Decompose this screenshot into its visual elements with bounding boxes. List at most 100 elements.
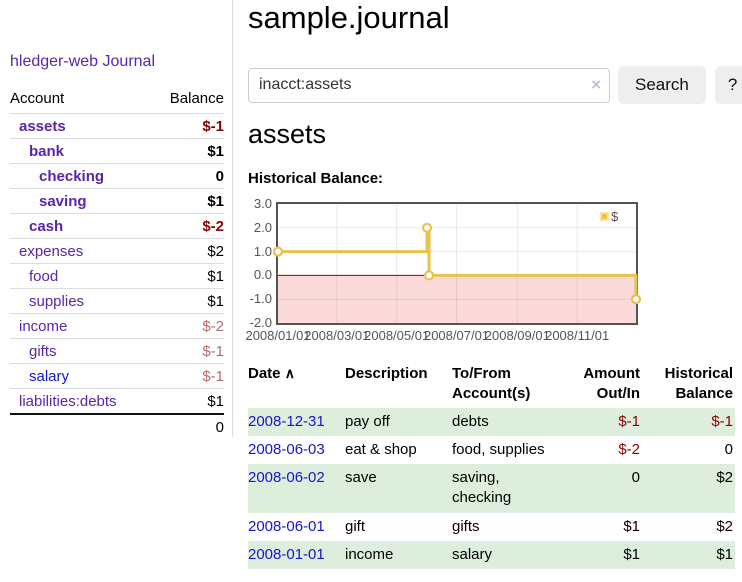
- main-content: sample.journal × Search ? assets Histori…: [245, 0, 742, 582]
- transaction-accounts: food, supplies: [452, 440, 545, 458]
- page-title: sample.journal: [248, 0, 450, 35]
- register-row: 2008-12-31 pay off debts $-1 $-1: [248, 407, 735, 436]
- account-link-checking[interactable]: checking: [39, 168, 105, 185]
- account-row: expenses $2: [10, 238, 224, 263]
- transaction-amount: 0: [631, 469, 640, 486]
- y-tick-label: 3.0: [253, 196, 272, 211]
- transaction-description: eat & shop: [345, 440, 417, 458]
- y-tick-label: -2.0: [249, 315, 272, 330]
- x-tick-label: 2008/01/01: [245, 328, 311, 343]
- help-button[interactable]: ?: [714, 66, 742, 104]
- account-balance: $-2: [202, 218, 224, 235]
- x-tick-label: 2008/05/01: [364, 328, 430, 343]
- account-link-supplies[interactable]: supplies: [29, 293, 85, 310]
- account-row: gifts $-1: [10, 338, 224, 363]
- account-row: liabilities:debts $1: [10, 388, 224, 413]
- balance-chart: 3.0 2.0 1.0 0.0 -1.0 -2.0 2008/01/01 2008/03/0…: [245, 196, 735, 354]
- transaction-description: income: [345, 545, 394, 563]
- y-tick-label: 1.0: [253, 243, 272, 259]
- account-row: cash $-2: [10, 213, 224, 238]
- account-link-expenses[interactable]: expenses: [19, 243, 84, 260]
- transaction-date-link[interactable]: 2008-06-03: [248, 440, 325, 458]
- search-button[interactable]: Search: [618, 66, 706, 104]
- transaction-accounts: gifts: [452, 517, 480, 535]
- account-link-salary[interactable]: salary: [29, 368, 70, 385]
- account-heading: assets: [248, 119, 327, 149]
- transaction-description: save: [345, 469, 377, 486]
- register-row: 2008-06-02 save saving, checking 0 $2: [248, 464, 735, 513]
- account-balance: $1: [207, 268, 224, 285]
- sort-ascending-icon: ∧: [284, 365, 295, 381]
- clear-search-icon[interactable]: ×: [591, 74, 601, 94]
- account-balance: $1: [207, 393, 224, 410]
- historical-balance-heading: Historical Balance:: [248, 170, 384, 187]
- transaction-accounts: salary: [452, 545, 493, 563]
- account-balance: $-1: [202, 368, 224, 385]
- transaction-balance: $2: [716, 469, 733, 486]
- account-row: income $-2: [10, 313, 224, 338]
- accounts-header-account: Account: [10, 90, 65, 107]
- x-tick-label: 2008/09/01: [484, 328, 550, 343]
- register-header-balance: Historical Balance: [664, 365, 733, 403]
- chart-plot: [272, 202, 642, 325]
- search-form: × Search ?: [248, 66, 742, 104]
- sidebar: hledger-web Journal Account Balance asse…: [0, 0, 233, 437]
- account-row: food $1: [10, 263, 224, 288]
- legend-swatch-icon: [600, 212, 609, 221]
- x-tick-label: 2008/07/01: [423, 328, 490, 343]
- transaction-description: gift: [345, 517, 366, 535]
- account-row: bank $1: [10, 138, 224, 163]
- account-row: saving $1: [10, 188, 224, 213]
- register-header-description: Description: [345, 365, 428, 382]
- transaction-accounts: saving, checking: [452, 469, 512, 507]
- register-header-accounts: To/From Account(s): [452, 365, 531, 403]
- account-row: assets $-1: [10, 113, 224, 138]
- transaction-balance: 0: [724, 440, 733, 458]
- transaction-amount: $-1: [618, 412, 640, 430]
- legend-label: $: [611, 209, 619, 224]
- account-link-assets[interactable]: assets: [19, 118, 66, 135]
- transaction-date-link[interactable]: 2008-06-01: [248, 517, 325, 535]
- transaction-date-link[interactable]: 2008-01-01: [248, 545, 325, 563]
- accounts-total-row: 0: [10, 413, 224, 439]
- account-link-bank[interactable]: bank: [29, 143, 65, 160]
- account-balance: $1: [207, 143, 224, 160]
- register-header-date[interactable]: Date ∧: [248, 361, 345, 408]
- account-link-income[interactable]: income: [19, 318, 68, 335]
- account-link-cash[interactable]: cash: [29, 218, 64, 235]
- transaction-date-link[interactable]: 2008-06-02: [248, 469, 325, 486]
- account-balance: $-1: [202, 343, 224, 360]
- account-row: supplies $1: [10, 288, 224, 313]
- x-tick-label: 2008/11/01: [545, 328, 610, 343]
- register-row: 2008-06-01 gift gifts $1 $2: [248, 513, 735, 541]
- accounts-total-value: 0: [215, 419, 224, 436]
- transaction-balance: $1: [716, 545, 733, 563]
- chart-legend: $: [600, 209, 618, 224]
- account-link-food[interactable]: food: [29, 268, 59, 285]
- register-row: 2008-01-01 income salary $1 $1: [248, 540, 735, 569]
- account-balance: $-1: [202, 118, 224, 135]
- register-section: Date ∧ Description To/From Account(s) Am…: [248, 361, 735, 569]
- sidebar-item-journal[interactable]: Journal: [102, 53, 155, 70]
- account-link-gifts[interactable]: gifts: [29, 343, 57, 360]
- register-header-amount: Amount Out/In: [583, 365, 640, 403]
- account-link-liabilities-debts[interactable]: liabilities:debts: [19, 393, 117, 410]
- transaction-balance: $-1: [711, 412, 733, 430]
- account-balance: $-2: [202, 318, 224, 335]
- search-input[interactable]: [248, 67, 610, 103]
- account-balance: $2: [207, 243, 224, 260]
- transaction-date-link[interactable]: 2008-12-31: [248, 412, 325, 430]
- transaction-accounts: debts: [452, 412, 489, 430]
- accounts-table: Account Balance assets $-1 bank $1 check…: [10, 85, 224, 439]
- app-brand-link[interactable]: hledger-web: [10, 53, 99, 70]
- account-row: checking 0: [10, 163, 224, 188]
- register-header-row: Date ∧ Description To/From Account(s) Am…: [248, 361, 735, 408]
- y-tick-label: -1.0: [249, 291, 272, 307]
- transaction-amount: $1: [623, 517, 640, 535]
- transaction-balance: $2: [716, 517, 733, 535]
- accounts-table-header: Account Balance: [10, 85, 224, 113]
- transaction-amount: $-2: [618, 440, 640, 458]
- y-tick-label: 2.0: [253, 219, 272, 235]
- account-link-saving[interactable]: saving: [39, 193, 87, 210]
- account-balance: 0: [215, 168, 224, 185]
